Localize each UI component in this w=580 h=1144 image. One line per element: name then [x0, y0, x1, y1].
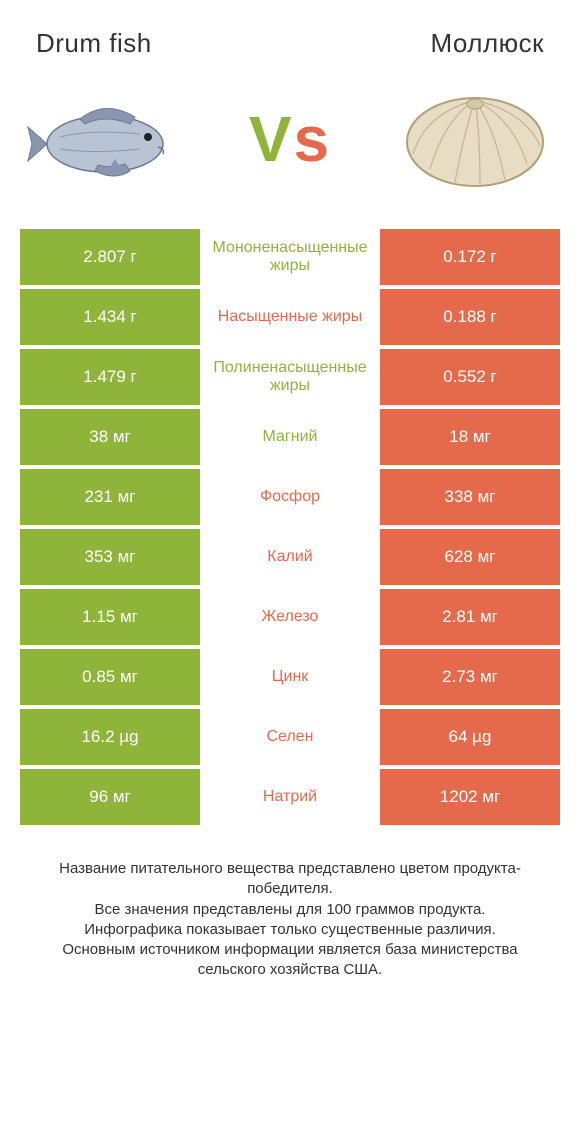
fish-image	[20, 79, 190, 199]
footer-line: Название питательного вещества представл…	[28, 859, 552, 900]
table-row: 16.2 µgСелен64 µg	[20, 709, 560, 765]
footer-note: Название питательного вещества представл…	[0, 829, 580, 981]
table-row: 38 мгМагний18 мг	[20, 409, 560, 465]
left-value: 2.807 г	[20, 229, 200, 285]
footer-line: Основным источником информации является …	[28, 940, 552, 981]
nutrient-label: Натрий	[200, 769, 380, 825]
left-value: 231 мг	[20, 469, 200, 525]
table-row: 1.434 гНасыщенные жиры0.188 г	[20, 289, 560, 345]
image-row: Vs	[0, 69, 580, 229]
left-value: 16.2 µg	[20, 709, 200, 765]
nutrient-label: Цинк	[200, 649, 380, 705]
footer-line: Все значения представлены для 100 граммо…	[28, 900, 552, 920]
nutrient-label: Железо	[200, 589, 380, 645]
clam-icon	[395, 84, 555, 194]
left-value: 353 мг	[20, 529, 200, 585]
right-value: 1202 мг	[380, 769, 560, 825]
right-value: 2.81 мг	[380, 589, 560, 645]
vs-v: V	[249, 103, 294, 175]
left-food-title: Drum fish	[36, 28, 152, 59]
nutrient-table: 2.807 гМононенасыщенные жиры0.172 г1.434…	[20, 229, 560, 825]
nutrient-label: Фосфор	[200, 469, 380, 525]
nutrient-label: Мононенасыщенные жиры	[200, 229, 380, 285]
table-row: 96 мгНатрий1202 мг	[20, 769, 560, 825]
comparison-infographic: Drum fish Моллюск Vs	[0, 0, 580, 981]
right-value: 64 µg	[380, 709, 560, 765]
table-row: 1.479 гПолиненасыщенные жиры0.552 г	[20, 349, 560, 405]
vs-s: s	[294, 103, 332, 175]
left-value: 0.85 мг	[20, 649, 200, 705]
table-row: 1.15 мгЖелезо2.81 мг	[20, 589, 560, 645]
nutrient-label: Калий	[200, 529, 380, 585]
clam-image	[390, 79, 560, 199]
left-value: 38 мг	[20, 409, 200, 465]
nutrient-label: Селен	[200, 709, 380, 765]
right-value: 18 мг	[380, 409, 560, 465]
right-food-title: Моллюск	[430, 28, 544, 59]
nutrient-label: Насыщенные жиры	[200, 289, 380, 345]
table-row: 2.807 гМононенасыщенные жиры0.172 г	[20, 229, 560, 285]
table-row: 0.85 мгЦинк2.73 мг	[20, 649, 560, 705]
fish-icon	[20, 89, 190, 189]
vs-label: Vs	[249, 102, 331, 176]
footer-line: Инфографика показывает только существенн…	[28, 920, 552, 940]
nutrient-label: Магний	[200, 409, 380, 465]
right-value: 628 мг	[380, 529, 560, 585]
left-value: 1.479 г	[20, 349, 200, 405]
right-value: 0.552 г	[380, 349, 560, 405]
nutrient-label: Полиненасыщенные жиры	[200, 349, 380, 405]
left-value: 1.15 мг	[20, 589, 200, 645]
left-value: 96 мг	[20, 769, 200, 825]
left-value: 1.434 г	[20, 289, 200, 345]
table-row: 231 мгФосфор338 мг	[20, 469, 560, 525]
right-value: 2.73 мг	[380, 649, 560, 705]
right-value: 0.172 г	[380, 229, 560, 285]
header: Drum fish Моллюск	[0, 0, 580, 69]
right-value: 338 мг	[380, 469, 560, 525]
table-row: 353 мгКалий628 мг	[20, 529, 560, 585]
right-value: 0.188 г	[380, 289, 560, 345]
